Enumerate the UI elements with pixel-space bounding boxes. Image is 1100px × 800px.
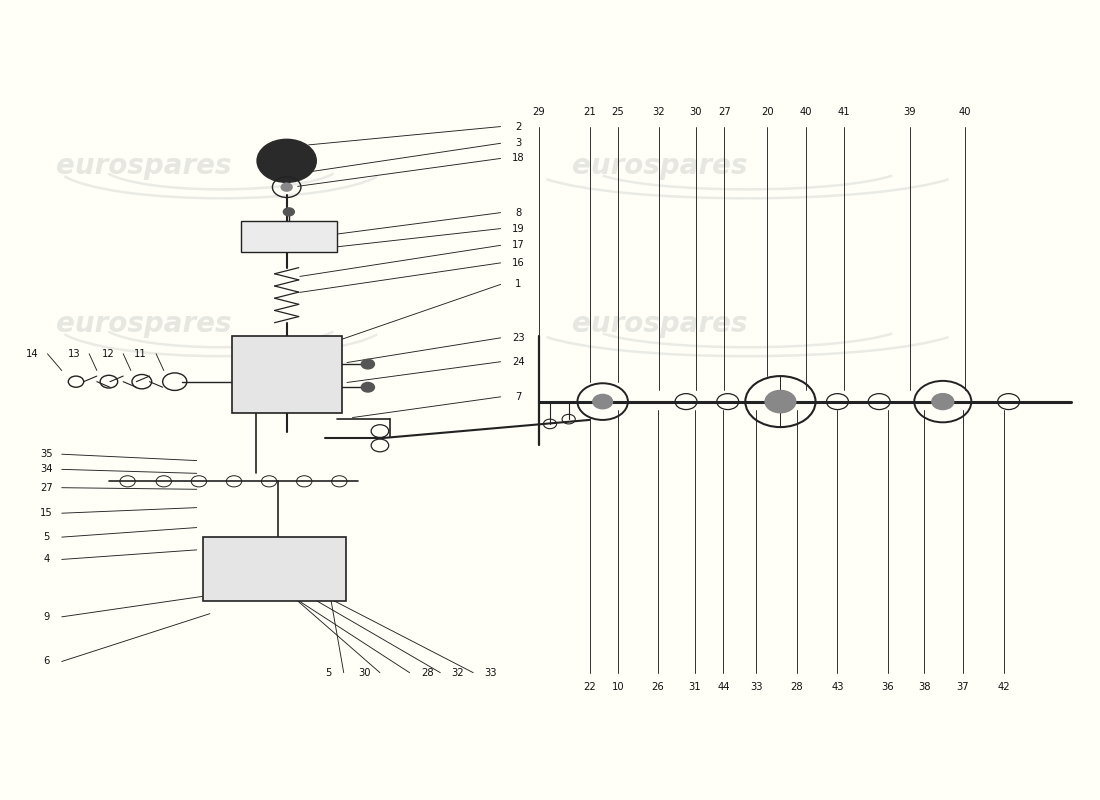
Circle shape: [766, 390, 795, 413]
Text: 30: 30: [690, 107, 702, 118]
FancyBboxPatch shape: [204, 537, 345, 601]
FancyBboxPatch shape: [241, 222, 337, 252]
Circle shape: [932, 394, 954, 410]
Text: 9: 9: [43, 612, 50, 622]
Text: 44: 44: [717, 682, 729, 692]
Text: 14: 14: [25, 349, 39, 358]
Text: 31: 31: [689, 682, 701, 692]
Text: 18: 18: [512, 154, 525, 163]
Text: 39: 39: [903, 107, 916, 118]
Text: 28: 28: [791, 682, 803, 692]
Text: 33: 33: [484, 668, 497, 678]
Text: 41: 41: [838, 107, 850, 118]
Text: 28: 28: [421, 668, 433, 678]
Text: 1: 1: [515, 279, 521, 290]
Text: 27: 27: [40, 482, 53, 493]
Text: eurospares: eurospares: [572, 153, 747, 181]
Text: 29: 29: [532, 107, 546, 118]
Text: 40: 40: [958, 107, 971, 118]
Text: 36: 36: [881, 682, 894, 692]
Text: 5: 5: [43, 532, 50, 542]
Text: 24: 24: [512, 357, 525, 366]
Text: 32: 32: [652, 107, 664, 118]
Text: 3: 3: [515, 138, 521, 148]
Text: 26: 26: [651, 682, 664, 692]
Text: 40: 40: [800, 107, 812, 118]
Circle shape: [282, 183, 293, 191]
Text: 5: 5: [326, 668, 331, 678]
Text: 10: 10: [612, 682, 625, 692]
Text: 2: 2: [515, 122, 521, 131]
Text: 13: 13: [67, 349, 80, 358]
Text: 17: 17: [512, 240, 525, 250]
Text: 30: 30: [359, 668, 371, 678]
FancyBboxPatch shape: [232, 336, 341, 413]
Circle shape: [361, 382, 374, 392]
Text: 11: 11: [134, 349, 147, 358]
Text: 6: 6: [43, 657, 50, 666]
Text: 35: 35: [40, 450, 53, 459]
Text: 33: 33: [750, 682, 762, 692]
Text: 7: 7: [515, 392, 521, 402]
Text: 43: 43: [832, 682, 844, 692]
Text: 16: 16: [512, 258, 525, 268]
Text: 42: 42: [998, 682, 1011, 692]
Text: 15: 15: [40, 508, 53, 518]
Text: 38: 38: [917, 682, 931, 692]
Text: 34: 34: [40, 464, 53, 474]
Circle shape: [593, 394, 613, 409]
Text: 19: 19: [512, 223, 525, 234]
Text: 37: 37: [956, 682, 969, 692]
Circle shape: [257, 139, 317, 182]
Text: 12: 12: [101, 349, 114, 358]
Text: eurospares: eurospares: [572, 310, 747, 338]
Circle shape: [284, 208, 295, 216]
Text: 23: 23: [512, 333, 525, 343]
Text: eurospares: eurospares: [56, 310, 232, 338]
Text: 32: 32: [451, 668, 464, 678]
Text: 21: 21: [583, 107, 596, 118]
Circle shape: [361, 359, 374, 369]
Text: 25: 25: [612, 107, 625, 118]
Text: 22: 22: [583, 682, 596, 692]
Text: 20: 20: [761, 107, 773, 118]
Text: 27: 27: [718, 107, 730, 118]
Text: eurospares: eurospares: [56, 153, 232, 181]
Text: 8: 8: [515, 208, 521, 218]
Text: 4: 4: [43, 554, 50, 565]
